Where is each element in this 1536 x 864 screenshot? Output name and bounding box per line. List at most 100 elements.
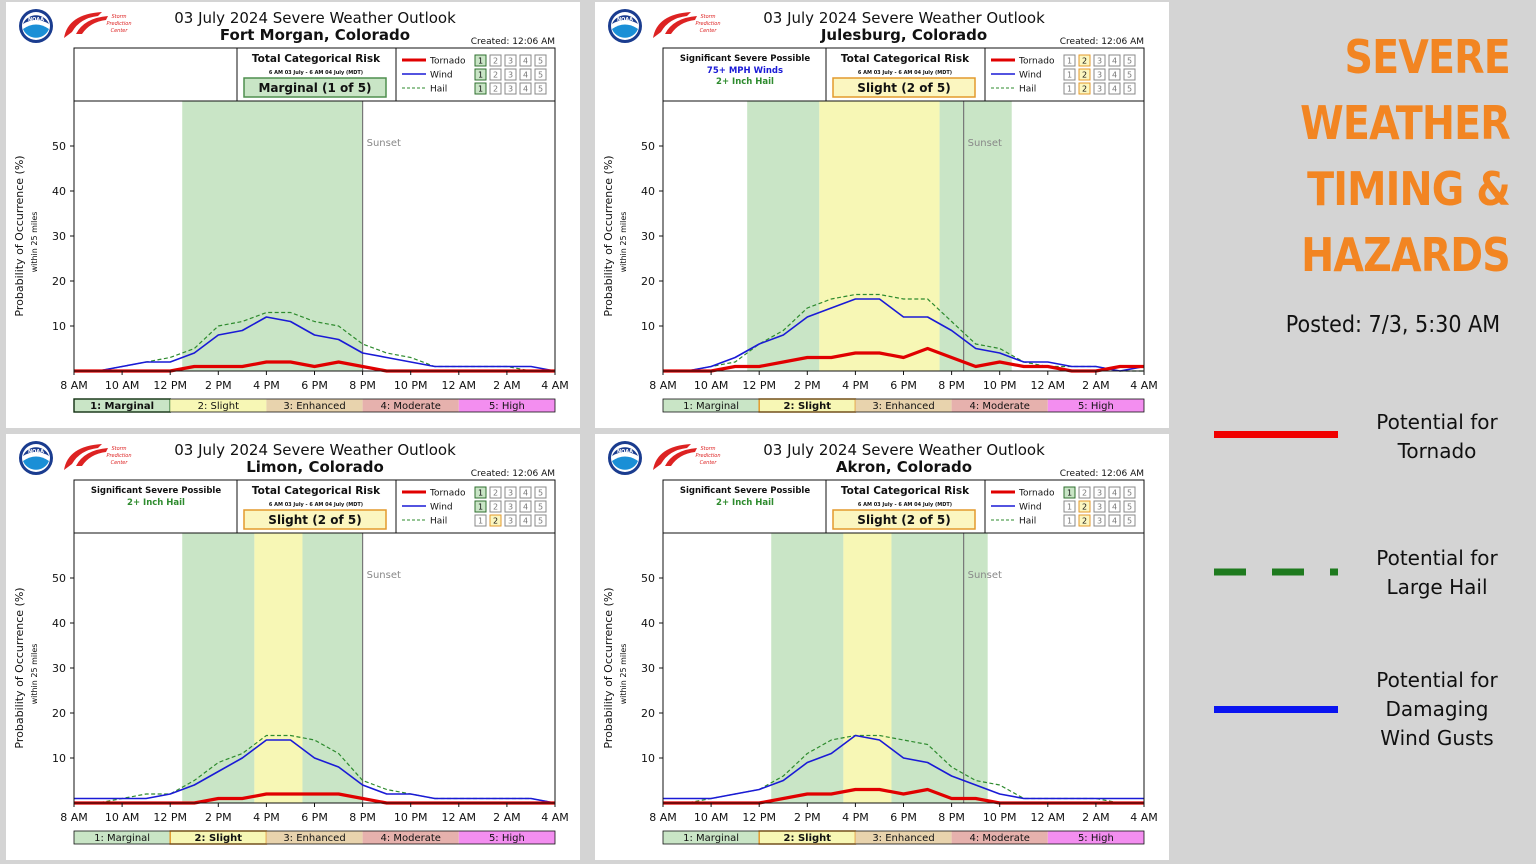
hazard-legend-label: Hail	[1019, 517, 1036, 527]
risk-badge	[832, 77, 976, 98]
wind-line-icon	[1214, 706, 1338, 713]
hazard-level-box	[1093, 500, 1106, 513]
spc-logo-swoosh	[64, 444, 102, 470]
outlook-panel-akron: NOAA Storm Prediction Center 03 July 2024 Se…	[595, 434, 1169, 860]
hazard-level-box	[1063, 82, 1076, 95]
risk-category-label: 5: High	[489, 401, 525, 412]
y-tick-label: 20	[641, 275, 655, 288]
hazard-level-box	[1108, 500, 1121, 513]
hazard-level-box	[474, 500, 487, 513]
hazard-level-number: 3	[1097, 503, 1102, 512]
legend-text: Potential for	[1376, 546, 1498, 570]
y-axis-sublabel: within 25 miles	[30, 644, 39, 705]
hazard-level-number: 3	[1097, 489, 1102, 498]
title-line: WEATHER	[1300, 96, 1511, 150]
spc-logo-text: Center	[700, 460, 718, 466]
x-tick-label: 8 PM	[938, 379, 965, 392]
risk-shading	[254, 533, 303, 803]
risk-category-cell	[663, 399, 760, 412]
spc-logo-text: Storm	[700, 14, 715, 20]
spc-logo-text: Center	[111, 28, 129, 34]
y-tick-label: 50	[52, 572, 66, 585]
hazard-level-number: 5	[538, 85, 543, 94]
sig-severe-header: Significant Severe Possible	[680, 54, 810, 64]
y-tick-label: 40	[641, 185, 655, 198]
x-tick-label: 10 AM	[694, 811, 729, 824]
x-tick-label: 10 PM	[983, 811, 1017, 824]
sig-severe-hazard: 2+ Inch Hail	[716, 498, 774, 508]
y-tick-label: 40	[52, 617, 66, 630]
spc-logo-swoosh-2	[76, 16, 108, 34]
x-tick-label: 8 AM	[649, 379, 677, 392]
title-line: TIMING &	[1307, 162, 1511, 216]
chart-title: 03 July 2024 Severe Weather Outlook	[763, 9, 1045, 27]
hazard-level-number: 2	[1082, 71, 1087, 80]
hazard-legend-label: Wind	[430, 503, 453, 513]
risk-header: Total Categorical Risk	[841, 485, 970, 497]
hazard-level-number: 2	[493, 71, 498, 80]
hazard-level-box	[1093, 82, 1106, 95]
risk-category-label: 1: Marginal	[683, 833, 739, 844]
y-tick-label: 10	[52, 320, 66, 333]
hazard-level-number: 4	[523, 57, 528, 66]
risk-category-cell	[362, 831, 459, 844]
y-tick-label: 30	[52, 662, 66, 675]
legend-text: Large Hail	[1386, 575, 1488, 599]
hazard-level-box	[474, 514, 487, 527]
hazard-level-box	[1063, 54, 1076, 67]
series-line-wind	[74, 316, 556, 372]
noaa-logo-text: NOAA	[617, 17, 633, 23]
hazard-level-number: 1	[478, 517, 483, 526]
series-line-tornado	[663, 346, 1144, 373]
hazard-level-box	[1123, 514, 1136, 527]
hazard-level-number: 2	[493, 57, 498, 66]
hazard-level-box	[1108, 54, 1121, 67]
spc-logo-swoosh-2	[76, 448, 108, 466]
chart-title: 03 July 2024 Severe Weather Outlook	[174, 441, 456, 459]
legend-tornado-label: Potential for Tornado	[1352, 408, 1522, 466]
hazard-level-number: 4	[523, 503, 528, 512]
hazard-level-number: 1	[1067, 517, 1072, 526]
risk-badge	[243, 77, 387, 98]
risk-category-cell	[362, 399, 459, 412]
hazard-level-box	[504, 514, 517, 527]
hazard-level-number: 4	[523, 85, 528, 94]
hazard-level-number: 4	[1112, 517, 1117, 526]
spc-logo-text: Center	[700, 28, 718, 34]
x-tick-label: 8 AM	[60, 379, 88, 392]
hazard-level-box	[1063, 500, 1076, 513]
risk-category-cell	[266, 831, 363, 844]
y-axis-sublabel: within 25 miles	[619, 644, 628, 705]
hazard-level-box	[1078, 68, 1091, 81]
legend-text: Potential for	[1376, 410, 1498, 434]
hazard-level-number: 2	[493, 503, 498, 512]
hazard-level-box	[489, 68, 502, 81]
sig-severe-header: Significant Severe Possible	[91, 486, 221, 496]
hazard-level-box	[534, 68, 547, 81]
posted-timestamp: Posted: 7/3, 5:30 AM	[1285, 312, 1500, 338]
noaa-logo-text: NOAA	[28, 17, 44, 23]
spc-logo-swoosh	[653, 12, 691, 38]
hazard-level-box	[504, 500, 517, 513]
hazard-level-number: 1	[1067, 85, 1072, 94]
risk-category-frame	[73, 830, 556, 845]
hazard-level-box	[534, 486, 547, 499]
risk-period: 6 AM 03 July - 6 AM 04 July (MDT)	[858, 70, 952, 76]
hazard-level-number: 3	[1097, 517, 1102, 526]
hazard-legend-label: Tornado	[1018, 57, 1055, 67]
hazard-level-box	[519, 514, 532, 527]
spc-logo-text: Center	[111, 460, 129, 466]
legend-wind-label: Potential for Damaging Wind Gusts	[1352, 666, 1522, 753]
risk-category-frame	[662, 830, 1145, 845]
risk-category-label: 1: Marginal	[683, 401, 739, 412]
spc-logo-swoosh-2	[665, 448, 697, 466]
hazard-level-number: 2	[493, 85, 498, 94]
sig-severe-hazard: 2+ Inch Hail	[716, 77, 774, 87]
hazard-level-box	[1123, 68, 1136, 81]
chart-location: Limon, Colorado	[246, 458, 384, 476]
hazard-level-number: 5	[538, 57, 543, 66]
chart-title: 03 July 2024 Severe Weather Outlook	[763, 441, 1045, 459]
spc-logo-text: Storm	[111, 14, 126, 20]
hazard-level-box	[489, 54, 502, 67]
